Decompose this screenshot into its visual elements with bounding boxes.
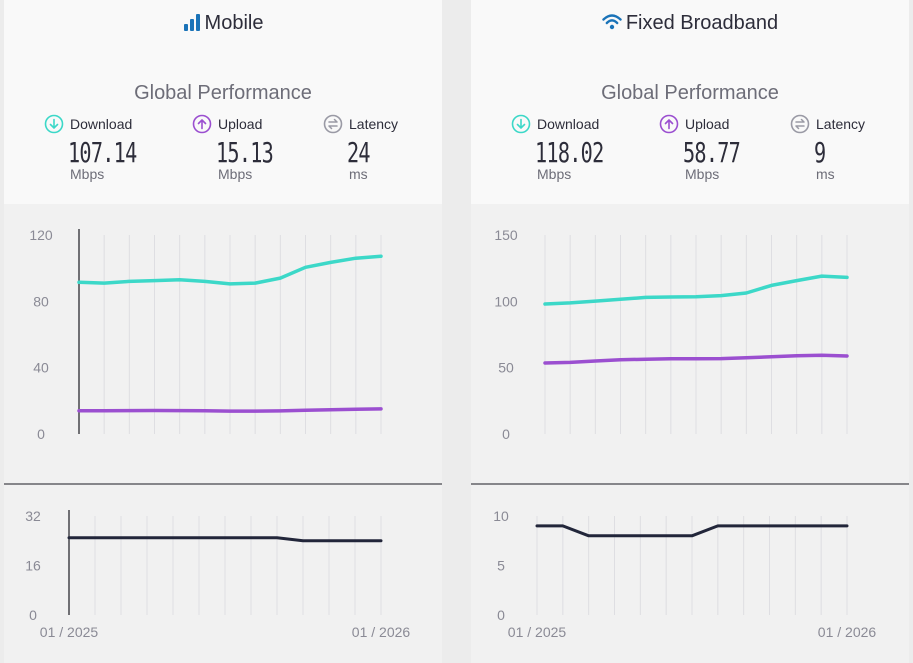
fixed-upload-unit: Mbps: [685, 166, 720, 182]
upload-arrow-icon: [659, 114, 679, 134]
mobile-chart-area: 0 40 80 120 0 16 32 01 / 2025 01 / 2026: [4, 204, 442, 663]
fixed-speed-upload-line: [543, 353, 849, 365]
mobile-latency-latency-line: [67, 536, 383, 543]
mobile-subtitle: Global Performance: [134, 82, 312, 104]
latency-arrows-icon: [790, 114, 810, 134]
mobile-speed-upload-line: [77, 407, 383, 413]
mobile-latency-unit: ms: [349, 166, 368, 182]
fixed-charts: 0 50 100 150 0 5 10 01 / 2025 01 / 2026: [471, 227, 909, 640]
fixed-latency-unit: ms: [816, 166, 835, 182]
mobile-download-metric: Download 107.14 Mbps: [44, 114, 174, 182]
fixed-download-label: Download: [537, 116, 600, 132]
download-arrow-icon: [511, 114, 531, 134]
fixed-latency-value: 9: [814, 136, 826, 169]
mobile-charts: 0 40 80 120 0 16 32 01 / 2025 01 / 2026: [4, 227, 442, 640]
mobile-title: Mobile: [4, 12, 442, 37]
mobile-speed-y-tick-label: 40: [33, 360, 49, 376]
mobile-latency-value: 24: [347, 136, 371, 169]
mobile-latency-x-tick-label: 01 / 2026: [352, 624, 411, 640]
fixed-panel: Fixed Broadband Global Performance Downl…: [471, 0, 909, 663]
fixed-latency-chart: 0 5 10 01 / 2025 01 / 2026: [493, 508, 876, 640]
fixed-download-metric: Download 118.02 Mbps: [511, 114, 641, 182]
fixed-latency-y-tick-label: 5: [497, 558, 505, 574]
fixed-latency-latency-line: [535, 524, 849, 538]
mobile-latency-y-tick-label: 16: [25, 558, 41, 574]
mobile-download-label: Download: [70, 116, 133, 132]
mobile-latency-y-tick-label: 32: [25, 508, 41, 524]
wifi-icon: [602, 13, 622, 37]
mobile-download-unit: Mbps: [70, 166, 105, 182]
fixed-latency-x-tick-label: 01 / 2025: [508, 624, 567, 640]
mobile-latency-chart: 0 16 32 01 / 2025 01 / 2026: [25, 508, 410, 640]
mobile-latency-label: Latency: [349, 116, 399, 132]
mobile-speed-y-tick-label: 0: [37, 426, 45, 442]
signal-bars-icon: [183, 13, 201, 37]
mobile-upload-label: Upload: [218, 116, 263, 132]
upload-arrow-icon: [192, 114, 212, 134]
fixed-chart-area: 0 50 100 150 0 5 10 01 / 2025 01 / 2026: [471, 204, 909, 663]
fixed-latency-y-tick-label: 0: [497, 607, 505, 623]
fixed-upload-metric: Upload 58.77 Mbps: [659, 114, 789, 182]
mobile-download-value: 107.14: [68, 136, 137, 169]
mobile-latency-x-tick-label: 01 / 2025: [40, 624, 99, 640]
fixed-speed-download-line: [543, 274, 849, 306]
mobile-speed-download-line: [77, 254, 383, 286]
mobile-latency-y-tick-label: 0: [29, 607, 37, 623]
fixed-upload-label: Upload: [685, 116, 730, 132]
fixed-download-unit: Mbps: [537, 166, 572, 182]
mobile-upload-unit: Mbps: [218, 166, 253, 182]
fixed-speed-y-tick-label: 0: [502, 426, 510, 442]
fixed-latency-label: Latency: [816, 116, 866, 132]
mobile-latency-metric: Latency 24 ms: [323, 114, 453, 182]
fixed-latency-y-tick-label: 10: [493, 508, 509, 524]
fixed-title: Fixed Broadband: [471, 12, 909, 37]
latency-arrows-icon: [323, 114, 343, 134]
mobile-upload-value: 15.13: [216, 136, 274, 169]
mobile-panel: Mobile Global Performance Download 107.1…: [4, 0, 442, 663]
fixed-speed-chart: 0 50 100 150: [494, 227, 849, 442]
fixed-subtitle: Global Performance: [601, 82, 779, 104]
mobile-title-text: Mobile: [204, 12, 264, 34]
fixed-upload-value: 58.77: [683, 136, 741, 169]
mobile-speed-y-tick-label: 120: [29, 227, 53, 243]
mobile-upload-metric: Upload 15.13 Mbps: [192, 114, 322, 182]
fixed-speed-y-tick-label: 100: [494, 293, 518, 309]
fixed-title-text: Fixed Broadband: [625, 12, 779, 34]
download-arrow-icon: [44, 114, 64, 134]
fixed-speed-y-tick-label: 150: [494, 227, 518, 243]
fixed-latency-x-tick-label: 01 / 2026: [818, 624, 877, 640]
fixed-latency-metric: Latency 9 ms: [790, 114, 913, 182]
mobile-speed-y-tick-label: 80: [33, 293, 49, 309]
mobile-speed-chart: 0 40 80 120: [29, 227, 383, 442]
fixed-download-value: 118.02: [535, 136, 604, 169]
fixed-speed-y-tick-label: 50: [498, 360, 514, 376]
